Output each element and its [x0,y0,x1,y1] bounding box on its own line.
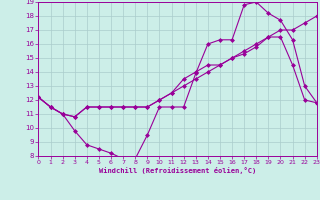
X-axis label: Windchill (Refroidissement éolien,°C): Windchill (Refroidissement éolien,°C) [99,167,256,174]
